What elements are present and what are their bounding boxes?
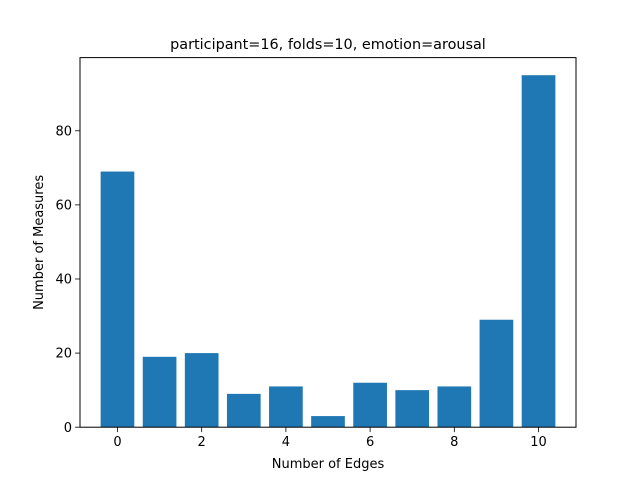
bar-9 xyxy=(479,319,514,428)
y-axis-ticks: 0 20 40 60 80 xyxy=(55,124,80,436)
x-axis-ticks: 0 2 4 6 8 10 xyxy=(113,427,547,450)
x-tick-label: 8 xyxy=(450,435,458,450)
bar-10 xyxy=(521,75,556,428)
plot-frame xyxy=(79,57,577,428)
bar-7 xyxy=(395,390,430,428)
bar-2 xyxy=(184,353,219,428)
x-tick-label: 2 xyxy=(198,435,206,450)
x-axis-label: Number of Edges xyxy=(272,457,385,472)
bar-8 xyxy=(437,386,472,428)
bar-5 xyxy=(311,416,345,428)
bar-4 xyxy=(269,386,303,428)
x-tick-label: 4 xyxy=(282,435,290,450)
bar-3 xyxy=(226,393,261,428)
y-tick-label: 0 xyxy=(64,421,72,436)
x-tick-label: 0 xyxy=(113,435,121,450)
bars-group xyxy=(100,75,556,428)
bar-1 xyxy=(142,356,177,428)
y-tick-label: 40 xyxy=(55,273,72,288)
y-tick-label: 60 xyxy=(55,198,72,213)
y-tick-label: 80 xyxy=(55,124,72,139)
y-tick-label: 20 xyxy=(55,347,72,362)
x-tick-label: 10 xyxy=(530,435,547,450)
bar-0 xyxy=(100,171,135,428)
y-axis-label: Number of Measures xyxy=(32,175,47,310)
chart-title: participant=16, folds=10, emotion=arousa… xyxy=(170,37,486,53)
bar-6 xyxy=(353,382,387,428)
x-tick-label: 6 xyxy=(366,435,374,450)
